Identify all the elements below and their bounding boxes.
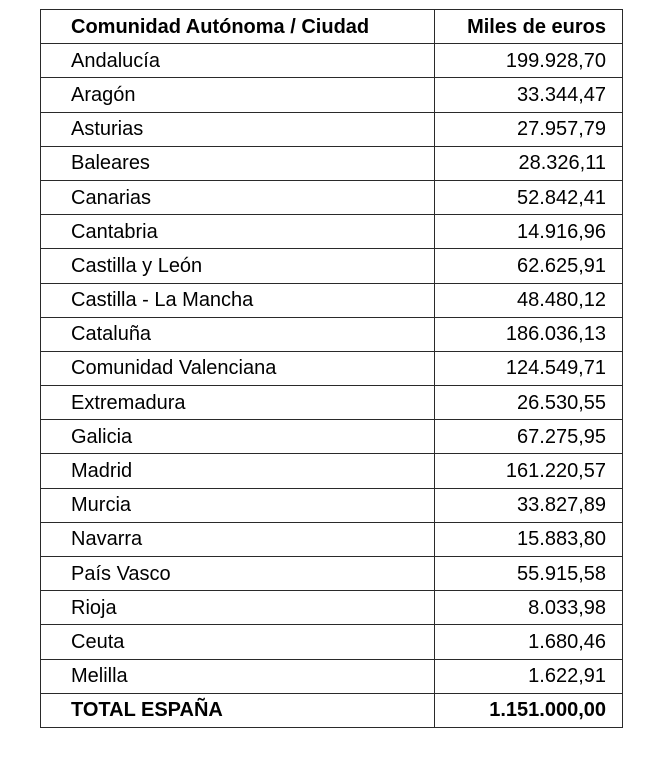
region-amount: 161.220,57 bbox=[434, 453, 623, 489]
region-amount: 33.344,47 bbox=[434, 77, 623, 113]
region-name: País Vasco bbox=[40, 555, 435, 592]
total-row: TOTAL ESPAÑA 1.151.000,00 bbox=[40, 692, 623, 728]
table-row: Castilla y León 62.625,91 bbox=[40, 248, 623, 284]
table-row: Ceuta 1.680,46 bbox=[40, 624, 623, 660]
header-amount: Miles de euros bbox=[434, 8, 623, 45]
total-label: TOTAL ESPAÑA bbox=[40, 692, 435, 728]
region-amount: 28.326,11 bbox=[434, 145, 623, 181]
table-row: Rioja 8.033,98 bbox=[40, 590, 623, 626]
region-amount: 52.842,41 bbox=[434, 179, 623, 216]
region-name: Extremadura bbox=[40, 385, 435, 421]
table-row: Madrid 161.220,57 bbox=[40, 453, 623, 489]
table-row: Murcia 33.827,89 bbox=[40, 487, 623, 523]
region-name: Cantabria bbox=[40, 214, 435, 250]
table-row: Asturias 27.957,79 bbox=[40, 111, 623, 147]
table-row: Andalucía 199.928,70 bbox=[40, 43, 623, 79]
table-row: Cataluña 186.036,13 bbox=[40, 316, 623, 352]
region-name: Rioja bbox=[40, 590, 435, 626]
total-amount: 1.151.000,00 bbox=[434, 692, 623, 728]
region-name: Castilla y León bbox=[40, 248, 435, 284]
region-amount: 186.036,13 bbox=[434, 316, 623, 352]
region-amount: 26.530,55 bbox=[434, 385, 623, 421]
region-name: Castilla - La Mancha bbox=[40, 282, 435, 318]
region-amount: 1.622,91 bbox=[434, 658, 623, 694]
table-row: Cantabria 14.916,96 bbox=[40, 214, 623, 250]
table-row: Galicia 67.275,95 bbox=[40, 419, 623, 455]
region-name: Andalucía bbox=[40, 43, 435, 79]
table-row: Navarra 15.883,80 bbox=[40, 521, 623, 558]
table-row: Comunidad Valenciana 124.549,71 bbox=[40, 350, 623, 387]
table-row: Castilla - La Mancha 48.480,12 bbox=[40, 282, 623, 318]
header-region: Comunidad Autónoma / Ciudad bbox=[40, 8, 435, 45]
region-amount: 48.480,12 bbox=[434, 282, 623, 318]
region-name: Navarra bbox=[40, 521, 435, 558]
region-amount: 55.915,58 bbox=[434, 555, 623, 592]
region-amount: 15.883,80 bbox=[434, 521, 623, 558]
table-row: Canarias 52.842,41 bbox=[40, 179, 623, 216]
region-amount: 62.625,91 bbox=[434, 248, 623, 284]
region-name: Ceuta bbox=[40, 624, 435, 660]
table-row: Melilla 1.622,91 bbox=[40, 658, 623, 694]
region-name: Baleares bbox=[40, 145, 435, 181]
regional-funding-table: Comunidad Autónoma / Ciudad Miles de eur… bbox=[40, 8, 623, 728]
region-amount: 199.928,70 bbox=[434, 43, 623, 79]
region-name: Melilla bbox=[40, 658, 435, 694]
region-name: Comunidad Valenciana bbox=[40, 350, 435, 387]
region-amount: 67.275,95 bbox=[434, 419, 623, 455]
region-name: Madrid bbox=[40, 453, 435, 489]
region-amount: 124.549,71 bbox=[434, 350, 623, 387]
region-amount: 14.916,96 bbox=[434, 214, 623, 250]
region-name: Cataluña bbox=[40, 316, 435, 352]
region-amount: 33.827,89 bbox=[434, 487, 623, 523]
region-amount: 8.033,98 bbox=[434, 590, 623, 626]
region-name: Asturias bbox=[40, 111, 435, 147]
table-row: País Vasco 55.915,58 bbox=[40, 555, 623, 592]
region-name: Canarias bbox=[40, 179, 435, 216]
table-header-row: Comunidad Autónoma / Ciudad Miles de eur… bbox=[40, 8, 623, 45]
region-name: Murcia bbox=[40, 487, 435, 523]
region-name: Galicia bbox=[40, 419, 435, 455]
table-row: Aragón 33.344,47 bbox=[40, 77, 623, 113]
region-amount: 1.680,46 bbox=[434, 624, 623, 660]
table-row: Extremadura 26.530,55 bbox=[40, 385, 623, 421]
region-name: Aragón bbox=[40, 77, 435, 113]
table-row: Baleares 28.326,11 bbox=[40, 145, 623, 181]
region-amount: 27.957,79 bbox=[434, 111, 623, 147]
